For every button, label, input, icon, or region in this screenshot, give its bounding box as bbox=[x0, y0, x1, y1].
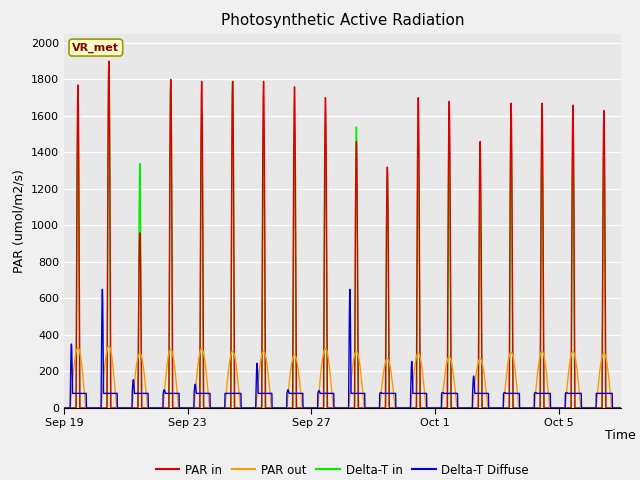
Title: Photosynthetic Active Radiation: Photosynthetic Active Radiation bbox=[221, 13, 464, 28]
Text: VR_met: VR_met bbox=[72, 42, 119, 53]
Y-axis label: PAR (umol/m2/s): PAR (umol/m2/s) bbox=[12, 169, 26, 273]
X-axis label: Time: Time bbox=[605, 429, 636, 442]
Legend: PAR in, PAR out, Delta-T in, Delta-T Diffuse: PAR in, PAR out, Delta-T in, Delta-T Dif… bbox=[151, 459, 534, 480]
